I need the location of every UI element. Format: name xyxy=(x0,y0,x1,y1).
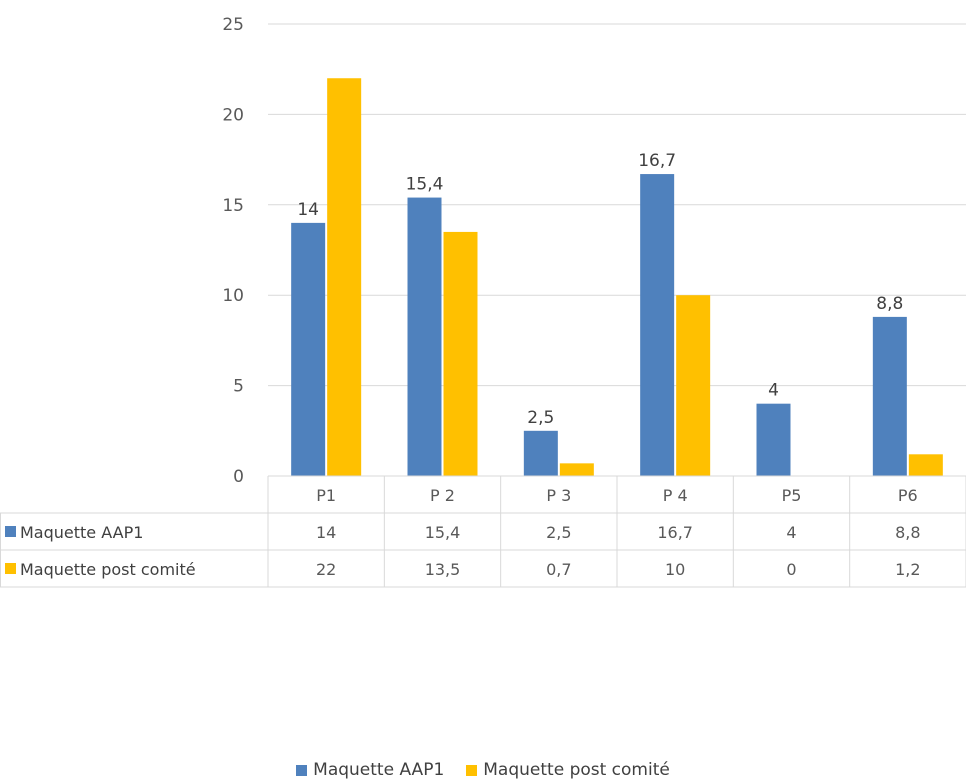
category-label: P1 xyxy=(316,486,336,505)
table-cell: 8,8 xyxy=(895,523,920,542)
table-cell: 0,7 xyxy=(546,560,571,579)
bar-post-comite xyxy=(443,231,478,476)
table-cell: 2,5 xyxy=(546,523,571,542)
bar-aap1 xyxy=(640,174,675,476)
legend: Maquette AAP1 Maquette post comité xyxy=(0,760,966,780)
y-tick-label: 25 xyxy=(222,15,244,35)
table-cell: 1,2 xyxy=(895,560,920,579)
legend-label-aap1: Maquette AAP1 xyxy=(313,760,445,780)
category-label: P 2 xyxy=(430,486,455,505)
y-tick-label: 15 xyxy=(222,196,244,216)
table-legend-swatch xyxy=(5,526,16,537)
y-tick-label: 5 xyxy=(233,377,244,397)
bar-post-comite xyxy=(908,454,943,476)
y-tick-label: 20 xyxy=(222,105,244,125)
table-legend-swatch xyxy=(5,563,16,574)
y-tick-label: 10 xyxy=(222,286,244,306)
legend-item-aap1: Maquette AAP1 xyxy=(296,760,444,780)
table-series-name: Maquette AAP1 xyxy=(20,523,143,542)
data-label: 15,4 xyxy=(406,175,444,195)
legend-swatch-aap1 xyxy=(296,764,308,776)
bar-post-comite xyxy=(559,463,594,476)
table-cell: 10 xyxy=(665,560,685,579)
category-label: P 4 xyxy=(663,486,688,505)
category-label: P5 xyxy=(782,486,802,505)
bar-post-comite xyxy=(676,295,711,476)
bar-post-comite xyxy=(327,78,362,477)
bar-aap1 xyxy=(872,316,907,476)
category-label: P6 xyxy=(898,486,918,505)
table-cell: 13,5 xyxy=(425,560,461,579)
y-tick-label: 0 xyxy=(233,467,244,487)
data-label: 2,5 xyxy=(527,408,554,428)
legend-label-post-comite: Maquette post comité xyxy=(483,760,670,780)
table-cell: 22 xyxy=(316,560,336,579)
bar-aap1 xyxy=(523,430,558,476)
table-cell: 4 xyxy=(786,523,796,542)
bar-aap1 xyxy=(407,197,442,476)
category-label: P 3 xyxy=(546,486,571,505)
table-cell: 16,7 xyxy=(657,523,693,542)
table-series-name: Maquette post comité xyxy=(20,560,196,579)
data-label: 8,8 xyxy=(876,294,903,314)
data-label: 16,7 xyxy=(638,151,676,171)
bar-aap1 xyxy=(291,222,326,476)
legend-swatch-post-comite xyxy=(466,764,478,776)
table-cell: 15,4 xyxy=(425,523,461,542)
legend-item-post-comite: Maquette post comité xyxy=(466,760,670,780)
table-cell: 14 xyxy=(316,523,336,542)
bar-aap1 xyxy=(756,403,791,476)
table-cell: 0 xyxy=(786,560,796,579)
data-label: 14 xyxy=(297,200,319,220)
bar-chart: 0 5 10 15 20 25 14 15,4 2,5 16,7 4 8,8 P1 P 2 P 3 P 4 P5… xyxy=(0,15,966,588)
data-label: 4 xyxy=(768,381,779,401)
